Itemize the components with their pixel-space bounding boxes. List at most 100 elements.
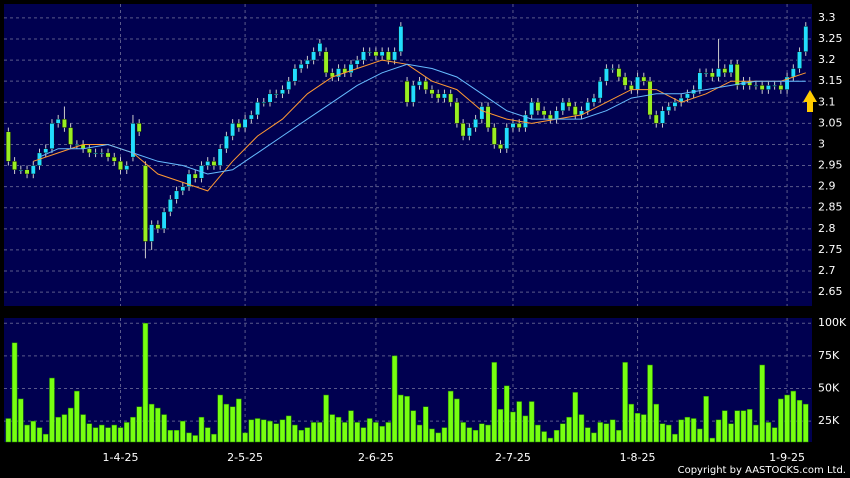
candle-body [361, 51, 366, 61]
candle-body [660, 110, 665, 124]
volume-bar [753, 424, 759, 443]
volume-bar [584, 427, 591, 443]
volume-bar [18, 398, 24, 443]
candle-body [460, 123, 466, 137]
volume-bar [746, 409, 753, 443]
candle-body [5, 131, 11, 162]
y-tick-label: 3.1 [818, 95, 836, 108]
candle-body [485, 106, 491, 128]
volume-bar [285, 415, 292, 443]
volume-bar [678, 419, 684, 443]
volume-bar [653, 403, 659, 443]
volume-bar [454, 398, 460, 443]
volume-bar [5, 418, 12, 443]
candle-body [130, 123, 136, 158]
candle-body [616, 68, 622, 78]
candle-body [716, 68, 721, 78]
candle-body [554, 110, 559, 120]
candle-body [560, 102, 566, 111]
candle-body [410, 85, 416, 103]
volume-bar [360, 427, 367, 443]
candle-body [572, 106, 578, 116]
y-tick-label: 3.3 [818, 11, 836, 24]
y-tick-label: 100K [818, 316, 847, 329]
volume-bar [597, 422, 603, 443]
candle-body [261, 102, 267, 104]
candle-body [180, 186, 186, 192]
candle-body [703, 72, 709, 74]
volume-bar [404, 396, 410, 443]
candle-body [398, 26, 404, 52]
volume-bar [715, 419, 722, 443]
candle-body [591, 97, 597, 103]
candle-body [367, 51, 373, 53]
volume-bar [572, 392, 579, 443]
candle-body [68, 127, 74, 145]
candle-body [205, 161, 211, 166]
candle-body [778, 85, 784, 90]
candle-body [124, 165, 130, 170]
candle-body [286, 80, 292, 90]
volume-bar [273, 423, 279, 443]
y-tick-label: 50K [818, 381, 840, 394]
volume-bar [622, 362, 628, 443]
candle-body [392, 51, 397, 61]
volume-bar [354, 422, 360, 443]
candle-body [18, 169, 24, 171]
candle-body [635, 76, 640, 90]
candle-body [186, 173, 192, 187]
volume-bar [186, 432, 192, 443]
volume-bar [105, 427, 111, 443]
candle-body [86, 148, 92, 154]
volume-bar [784, 394, 790, 443]
y-tick-label: 3.05 [818, 116, 843, 129]
candle-body [516, 123, 522, 128]
y-tick-label: 2.95 [818, 159, 843, 172]
moving-average-line [39, 63, 806, 175]
x-tick-label: 1-8-25 [620, 451, 656, 464]
volume-bar [155, 407, 161, 443]
candle-body [192, 173, 198, 179]
volume-bar [510, 411, 516, 443]
candle-body [43, 148, 49, 154]
volume-bar [416, 424, 423, 443]
volume-bar [672, 433, 678, 443]
candle-body [379, 51, 385, 57]
y-tick-label: 2.65 [818, 285, 843, 298]
candle-body [24, 169, 30, 175]
volume-bar [491, 362, 498, 443]
volume-bar [342, 422, 348, 443]
volume-bar [690, 418, 697, 443]
volume-bar [136, 406, 142, 443]
candle-body [230, 123, 236, 137]
candle-body [298, 64, 304, 69]
volume-bar [441, 427, 448, 443]
volume-bar [771, 427, 778, 443]
candle-body [610, 68, 616, 70]
candle-body [417, 80, 422, 86]
candle-body [336, 68, 341, 78]
candle-body [473, 118, 478, 128]
volume-bar [447, 390, 454, 443]
candle-body [292, 68, 298, 82]
volume-bar [578, 414, 585, 443]
candle-body [62, 118, 67, 128]
volume-bar [211, 433, 217, 443]
candle-body [317, 43, 323, 52]
candle-body [685, 93, 690, 99]
volume-bar [547, 437, 554, 443]
volume-bar [609, 419, 616, 443]
candle-body [790, 68, 796, 78]
candle-body [672, 102, 678, 107]
y-tick-label: 2.9 [818, 180, 836, 193]
y-tick-label: 3.15 [818, 74, 843, 87]
candle-body [273, 93, 279, 96]
volume-bar [192, 435, 198, 443]
volume-bar [553, 430, 560, 443]
volume-bar [479, 423, 485, 443]
candle-body [653, 114, 659, 124]
candle-body [510, 123, 516, 128]
volume-bar [248, 419, 255, 443]
volume-bar [123, 422, 130, 443]
volume-bar [173, 430, 180, 443]
